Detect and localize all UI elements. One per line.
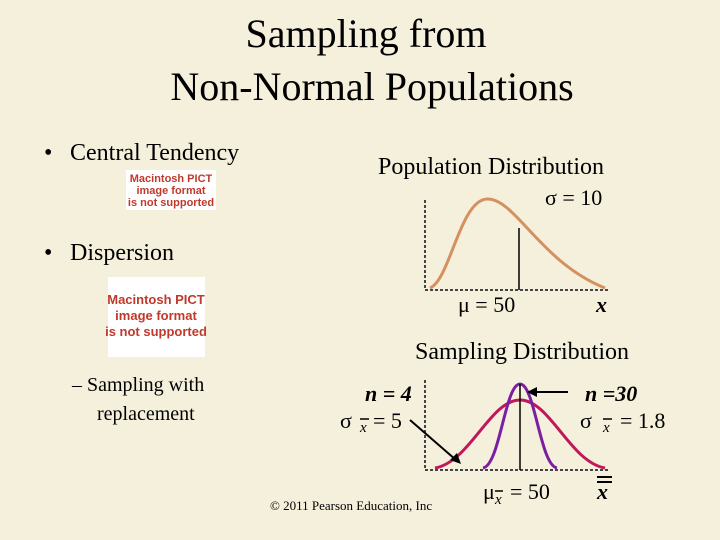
n-label: n =30 <box>585 381 637 406</box>
mu-label: μ = 50 <box>458 292 515 317</box>
placeholder-text: Macintosh PICT <box>107 292 205 307</box>
sigma-label: σ = 10 <box>545 185 602 210</box>
copyright: © 2011 Pearson Education, Inc <box>270 498 432 513</box>
placeholder-box <box>108 277 205 357</box>
arrow-head <box>450 453 461 464</box>
sub-bullet: replacement <box>97 403 195 425</box>
placeholder-text: Macintosh PICT <box>130 173 213 185</box>
arrow <box>409 419 457 461</box>
mu-symbol: μ <box>483 479 495 504</box>
placeholder-text: is not supported <box>105 324 207 339</box>
placeholder-text: is not supported <box>128 197 214 209</box>
placeholder-text: image format <box>136 185 205 197</box>
sub-bullet: – Sampling with <box>71 374 204 396</box>
bullet-dot: • <box>44 240 52 266</box>
mu-sub: x <box>494 492 502 508</box>
population-curve <box>429 197 606 290</box>
x-label: x <box>595 292 607 317</box>
x-label: x <box>596 479 608 504</box>
placeholder-image: Macintosh PICT image format is not suppo… <box>105 277 207 357</box>
sigma-sub: x <box>359 420 367 436</box>
title: Sampling from <box>245 11 486 56</box>
placeholder-box <box>126 170 216 210</box>
placeholder-text: image format <box>115 308 197 323</box>
sigma-value: = 5 <box>373 408 402 433</box>
bullet-dot: • <box>44 140 52 166</box>
placeholder-image: Macintosh PICT image format is not suppo… <box>126 170 216 210</box>
bullet: Dispersion <box>70 240 174 266</box>
sub-bullet-text: Sampling with <box>87 374 204 396</box>
chart-title: Sampling Distribution <box>415 339 629 365</box>
sigma-symbol: σ <box>340 408 352 433</box>
arrow-head <box>527 387 537 397</box>
n-label: n = 4 <box>365 381 412 406</box>
sigma-value: = 1.8 <box>620 408 665 433</box>
title: Non-Normal Populations <box>170 64 573 109</box>
bullet: Central Tendency <box>70 140 239 166</box>
sigma-symbol: σ <box>580 408 592 433</box>
sigma-sub: x <box>602 420 610 436</box>
mu-value: = 50 <box>510 479 550 504</box>
chart-title: Population Distribution <box>378 154 604 180</box>
